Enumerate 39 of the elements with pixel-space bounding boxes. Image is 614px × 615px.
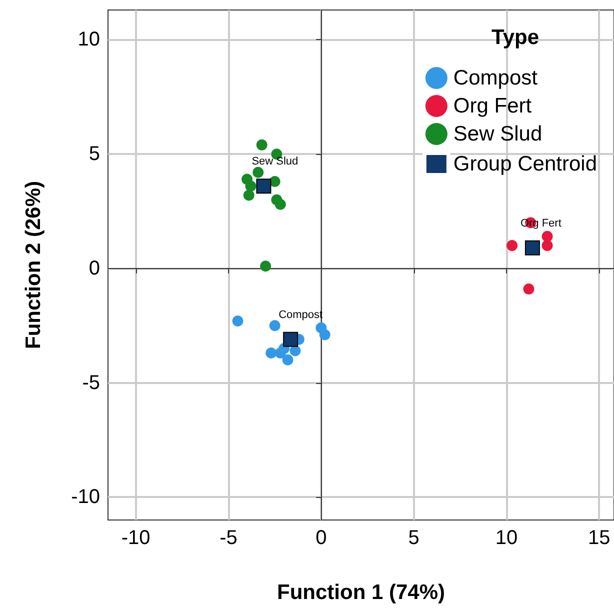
point [523,284,534,295]
point [274,198,286,210]
point [245,180,256,192]
x-tick-label: 10 [495,527,518,549]
y-tick-label: 10 [78,28,100,51]
point [252,166,264,178]
x-tick-label: -5 [220,527,238,549]
y-tick-label: -5 [82,372,100,394]
legend-label: Group Centroid [453,152,598,176]
point [542,240,553,252]
legend-label: Sew Slud [453,122,542,146]
legend-label: Org Fert [453,94,532,118]
point [256,139,268,150]
y-tick-label: 5 [88,143,100,166]
point [269,320,280,332]
point [282,354,294,366]
point [232,316,244,327]
point [319,329,330,340]
point [269,176,280,188]
x-tick-label: -10 [121,527,150,549]
point [283,332,298,347]
point [524,240,540,256]
y-tick-label: 0 [88,257,100,280]
legend-title: Type [492,26,540,49]
y-tick-label: -10 [71,486,100,508]
x-tick-label: 5 [408,527,420,549]
point [542,230,553,242]
point [243,190,254,201]
annotation: Sew Slud [252,156,298,168]
point [506,240,518,252]
x-tick-label: 0 [316,527,327,549]
legend-label: Compost [453,66,538,90]
x-axis-title: Function 1 (74%) [276,581,446,604]
y-axis-title: Function 2 (26%) [22,180,45,350]
point [260,260,272,272]
point [256,178,272,194]
point [290,345,301,356]
point [266,348,277,359]
x-tick-label: 15 [588,527,610,549]
